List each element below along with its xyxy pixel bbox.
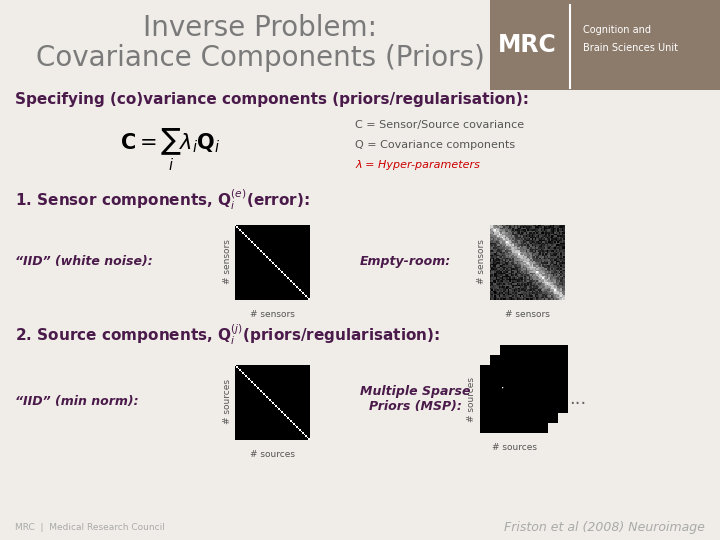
Text: # sensors: # sensors bbox=[222, 240, 232, 285]
Text: “IID” (min norm):: “IID” (min norm): bbox=[15, 395, 139, 408]
Text: Brain Sciences Unit: Brain Sciences Unit bbox=[583, 43, 678, 53]
Text: Friston et al (2008) Neuroimage: Friston et al (2008) Neuroimage bbox=[504, 522, 705, 535]
Text: Specifying (co)variance components (priors/regularisation):: Specifying (co)variance components (prio… bbox=[15, 92, 529, 107]
Text: Multiple Sparse
Priors (MSP):: Multiple Sparse Priors (MSP): bbox=[360, 385, 470, 413]
Text: MRC: MRC bbox=[498, 33, 557, 57]
Text: ...: ... bbox=[570, 390, 587, 408]
Text: C = Sensor/Source covariance: C = Sensor/Source covariance bbox=[355, 120, 524, 130]
Text: # sources: # sources bbox=[222, 380, 232, 424]
Text: MRC  |  Medical Research Council: MRC | Medical Research Council bbox=[15, 523, 165, 532]
Text: Covariance Components (Priors): Covariance Components (Priors) bbox=[35, 44, 485, 72]
Text: # sources: # sources bbox=[467, 376, 477, 422]
Text: Empty-room:: Empty-room: bbox=[360, 255, 451, 268]
Text: Inverse Problem:: Inverse Problem: bbox=[143, 14, 377, 42]
Text: Q = Covariance components: Q = Covariance components bbox=[355, 140, 515, 150]
Text: $\mathbf{C} = \sum_i \lambda_i \mathbf{Q}_i$: $\mathbf{C} = \sum_i \lambda_i \mathbf{Q… bbox=[120, 127, 220, 173]
Text: 1. Sensor components, $\mathbf{Q}_i^{(e)}$(error):: 1. Sensor components, $\mathbf{Q}_i^{(e)… bbox=[15, 187, 310, 212]
Bar bbox=[490, 0, 720, 90]
Text: Cognition and: Cognition and bbox=[583, 25, 651, 35]
Text: # sources: # sources bbox=[492, 443, 536, 452]
Text: # sensors: # sensors bbox=[250, 310, 294, 319]
Text: “IID” (white noise):: “IID” (white noise): bbox=[15, 255, 153, 268]
Text: λ = Hyper-parameters: λ = Hyper-parameters bbox=[355, 160, 480, 170]
Text: # sensors: # sensors bbox=[477, 240, 487, 285]
Text: # sources: # sources bbox=[250, 450, 294, 459]
Text: 2. Source components, $\mathbf{Q}_i^{(j)}$(priors/regularisation):: 2. Source components, $\mathbf{Q}_i^{(j)… bbox=[15, 322, 441, 347]
Text: # sensors: # sensors bbox=[505, 310, 549, 319]
